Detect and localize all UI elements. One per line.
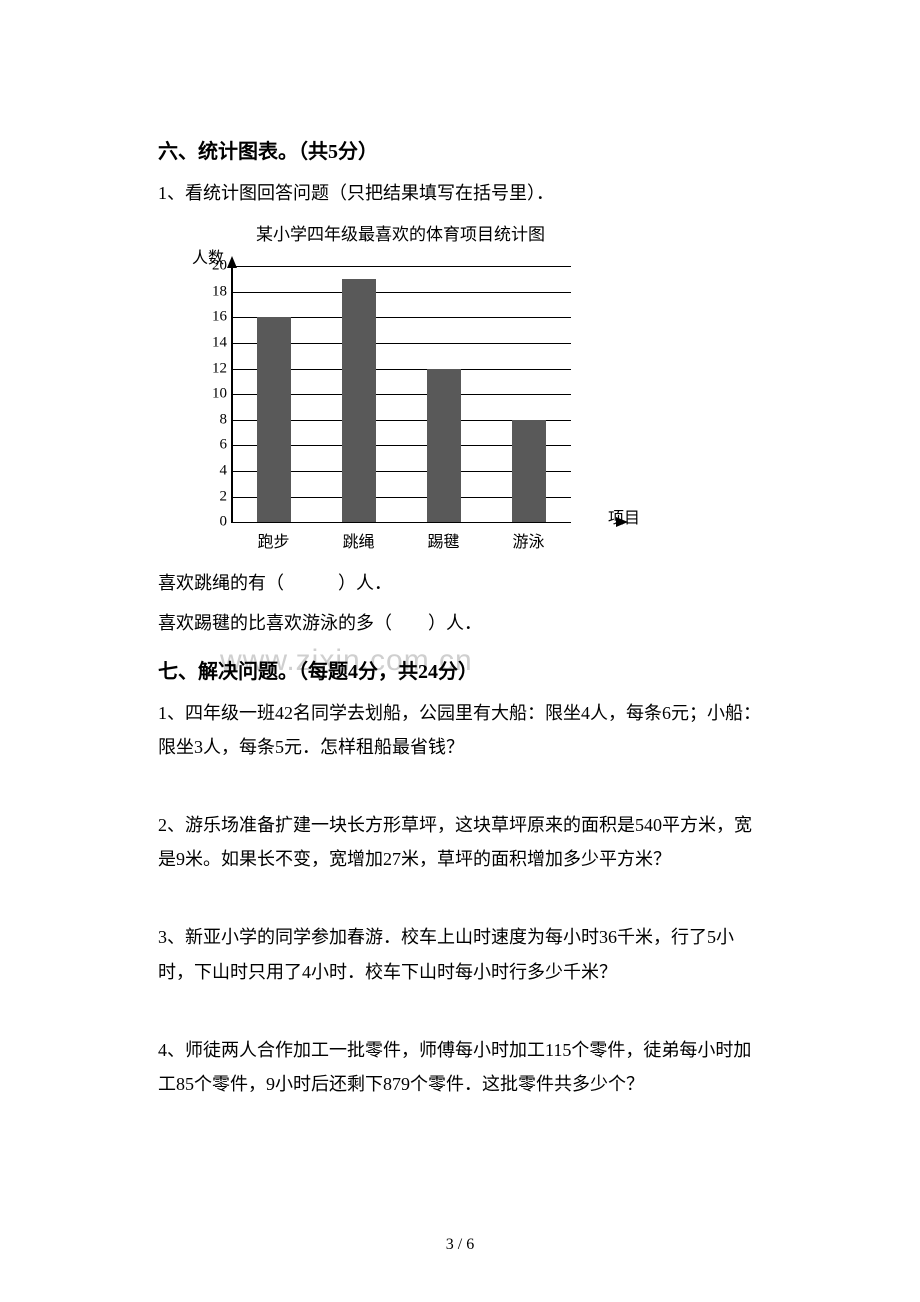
section-6-intro: 1、看统计图回答问题（只把结果填写在括号里）． (158, 176, 762, 210)
chart-ytick-label: 10 (207, 386, 227, 403)
page-number: 3 / 6 (0, 1236, 920, 1254)
chart-ytick-label: 2 (207, 488, 227, 505)
section-7-q2: 2、游乐场准备扩建一块长方形草坪，这块草坪原来的面积是540平方米，宽是9米。如… (158, 808, 762, 876)
chart-bar (342, 279, 376, 522)
chart-grid-area: 02468101214161820跑步跳绳踢毽游泳 (231, 266, 571, 522)
section-7-heading: 七、解决问题。（每题4分，共24分） (158, 655, 762, 684)
chart-ytick-label: 12 (207, 360, 227, 377)
chart-title: 某小学四年级最喜欢的体育项目统计图 (256, 220, 545, 245)
chart-category-label: 跑步 (257, 528, 289, 552)
bar-chart: 某小学四年级最喜欢的体育项目统计图 人数 02468101214161820跑步… (168, 220, 640, 560)
chart-ytick-label: 6 (207, 437, 227, 454)
chart-ytick-label: 20 (207, 258, 227, 275)
chart-category-label: 踢毽 (427, 528, 459, 552)
section-6-heading: 六、统计图表。（共5分） (158, 135, 762, 164)
section-6-subq1: 喜欢跳绳的有（ ）人． (158, 566, 762, 600)
chart-bar (427, 369, 461, 523)
chart-gridline (231, 266, 571, 267)
chart-ytick-label: 4 (207, 462, 227, 479)
chart-ytick-label: 0 (207, 514, 227, 531)
x-axis-label: 项目 (608, 504, 640, 528)
chart-bar (257, 317, 291, 522)
chart-ytick-label: 8 (207, 411, 227, 428)
chart-ytick-label: 14 (207, 334, 227, 351)
chart-category-label: 游泳 (512, 528, 544, 552)
chart-gridline (231, 522, 571, 523)
section-6-subq2: 喜欢踢毽的比喜欢游泳的多（ ）人． (158, 606, 762, 640)
chart-bar (512, 420, 546, 522)
chart-category-label: 跳绳 (342, 528, 374, 552)
section-7-q3: 3、新亚小学的同学参加春游．校车上山时速度为每小时36千米，行了5小时，下山时只… (158, 920, 762, 988)
chart-plot-area: 02468101214161820跑步跳绳踢毽游泳 (208, 266, 618, 522)
chart-ytick-label: 18 (207, 283, 227, 300)
main-content: 六、统计图表。（共5分） 1、看统计图回答问题（只把结果填写在括号里）． 某小学… (158, 135, 762, 1101)
chart-gridline (231, 292, 571, 293)
section-7-q1: 1、四年级一班42名同学去划船，公园里有大船：限坐4人，每条6元；小船：限坐3人… (158, 696, 762, 764)
section-7-q4: 4、师徒两人合作加工一批零件，师傅每小时加工115个零件，徒弟每小时加工85个零… (158, 1033, 762, 1101)
chart-ytick-label: 16 (207, 309, 227, 326)
